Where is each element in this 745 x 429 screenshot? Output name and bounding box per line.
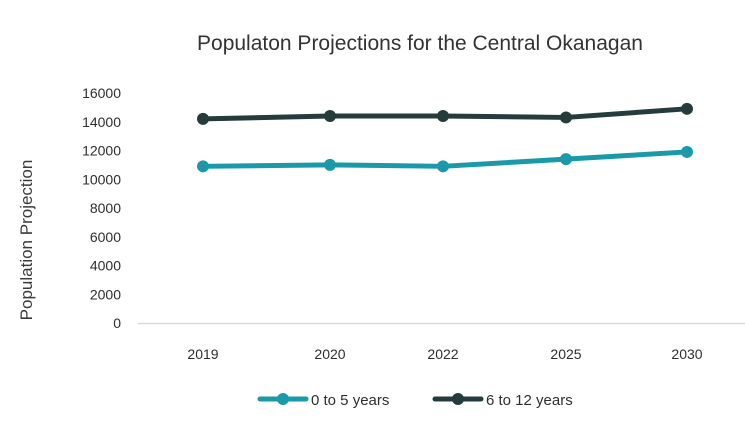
x-tick-label: 2022	[427, 346, 458, 362]
data-point	[560, 111, 572, 124]
data-point	[560, 153, 572, 166]
y-tick-label: 4000	[90, 258, 121, 274]
legend-label: 0 to 5 years	[311, 392, 389, 409]
data-point	[437, 110, 449, 122]
y-tick-label: 0	[113, 315, 121, 331]
y-tick-label: 6000	[90, 229, 121, 245]
x-tick-label: 2025	[550, 346, 581, 362]
y-axis-label: Population Projection	[17, 160, 36, 321]
series-layer	[197, 102, 693, 173]
x-tick-label: 2020	[314, 346, 345, 362]
series-2	[197, 102, 693, 125]
x-tick-label: 2030	[671, 346, 702, 362]
legend-label: 6 to 12 years	[486, 392, 573, 409]
legend-item: 0 to 5 years	[257, 392, 389, 409]
y-tick-label: 10000	[82, 171, 121, 187]
series-1	[197, 145, 693, 173]
legend-swatch-marker	[452, 393, 464, 405]
x-tick-label: 2019	[187, 346, 218, 362]
y-tick-label: 16000	[82, 85, 121, 101]
data-point	[437, 160, 449, 173]
data-point	[681, 102, 693, 115]
legend-item: 6 to 12 years	[432, 392, 573, 409]
data-point	[681, 145, 693, 158]
data-point	[324, 158, 336, 171]
y-tick-label: 12000	[82, 143, 121, 159]
data-point	[324, 110, 336, 122]
data-point	[197, 112, 209, 125]
legend: 0 to 5 years 6 to 12 years	[257, 392, 573, 409]
legend-swatch-marker	[277, 393, 289, 405]
y-tick-label: 14000	[82, 114, 121, 130]
data-point	[197, 160, 209, 173]
y-tick-label: 8000	[90, 200, 121, 216]
chart-title: Populaton Projections for the Central Ok…	[197, 32, 643, 55]
y-axis-ticks: 16000 14000 12000 10000 8000 6000 4000 2000 0	[82, 85, 121, 331]
x-axis-ticks: 2019 2020 2022 2025 2030	[187, 346, 702, 362]
y-tick-label: 2000	[90, 286, 121, 302]
